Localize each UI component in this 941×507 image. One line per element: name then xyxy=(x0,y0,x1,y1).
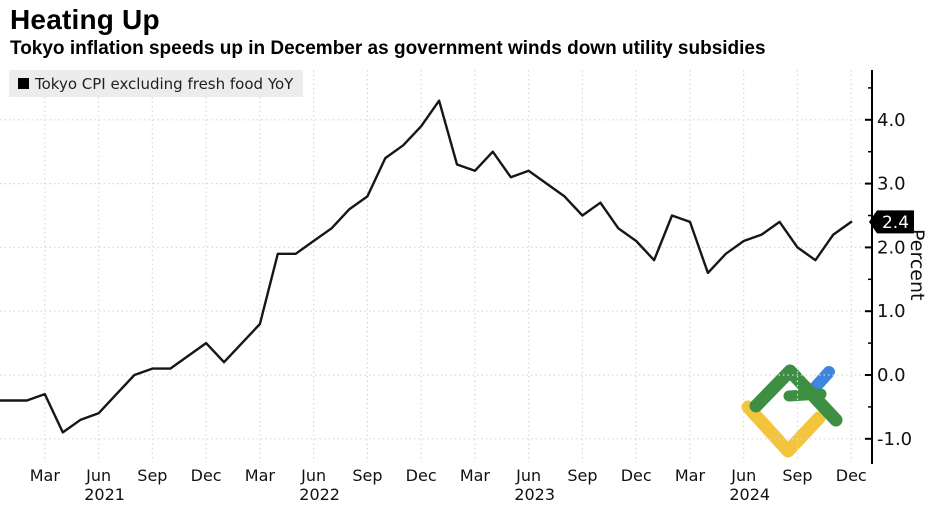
x-month-label: Jun xyxy=(300,466,326,485)
legend-swatch-icon xyxy=(18,78,29,89)
x-month-label: Dec xyxy=(836,466,867,485)
x-month-label: Sep xyxy=(567,466,597,485)
x-year-label: 2024 xyxy=(729,485,770,504)
x-month-label: Mar xyxy=(245,466,276,485)
current-value-text: 2.4 xyxy=(882,213,909,233)
y-tick-label: 0.0 xyxy=(877,365,906,386)
cpi-series-line xyxy=(0,99,853,434)
y-tick-label: 2.0 xyxy=(877,237,906,258)
x-month-label: Jun xyxy=(730,466,756,485)
y-axis: 4.0 3.0 2.0 1.0 0.0 -1.0 xyxy=(865,70,912,464)
y-tick-label: 3.0 xyxy=(877,174,906,195)
x-axis-labels: Mar Jun Sep Dec 2021 Mar Jun Sep Dec 2022 Mar Jun Se… xyxy=(30,466,867,504)
logo-green-bar xyxy=(783,388,827,402)
gridlines xyxy=(0,70,870,462)
x-month-label: Mar xyxy=(30,466,61,485)
x-year-label: 2022 xyxy=(299,485,340,504)
y-axis-unit-label: Percent xyxy=(906,229,928,301)
chart-title: Heating Up xyxy=(10,4,160,35)
x-year-label: 2023 xyxy=(514,485,555,504)
x-month-label: Jun xyxy=(85,466,111,485)
broker-watermark-logo xyxy=(741,364,843,458)
y-tick-label: 1.0 xyxy=(877,301,906,322)
x-month-label: Dec xyxy=(191,466,222,485)
logo-green-chevron xyxy=(749,364,843,427)
y-tick-label: -1.0 xyxy=(877,429,912,450)
x-month-label: Mar xyxy=(460,466,491,485)
x-month-label: Sep xyxy=(782,466,812,485)
x-month-label: Dec xyxy=(406,466,437,485)
y-tick-label: 4.0 xyxy=(877,110,906,131)
x-month-label: Jun xyxy=(515,466,541,485)
logo-blue-stroke xyxy=(806,366,835,397)
x-month-label: Dec xyxy=(621,466,652,485)
current-value-badge: 2.4 xyxy=(869,210,914,234)
x-month-label: Sep xyxy=(137,466,167,485)
x-month-label: Sep xyxy=(352,466,382,485)
x-year-label: 2021 xyxy=(84,485,125,504)
x-month-label: Mar xyxy=(675,466,706,485)
chart-subtitle: Tokyo inflation speeds up in December as… xyxy=(10,38,766,59)
legend: Tokyo CPI excluding fresh food YoY xyxy=(9,70,304,97)
logo-yellow-check xyxy=(741,400,826,458)
legend-label: Tokyo CPI excluding fresh food YoY xyxy=(35,74,294,93)
